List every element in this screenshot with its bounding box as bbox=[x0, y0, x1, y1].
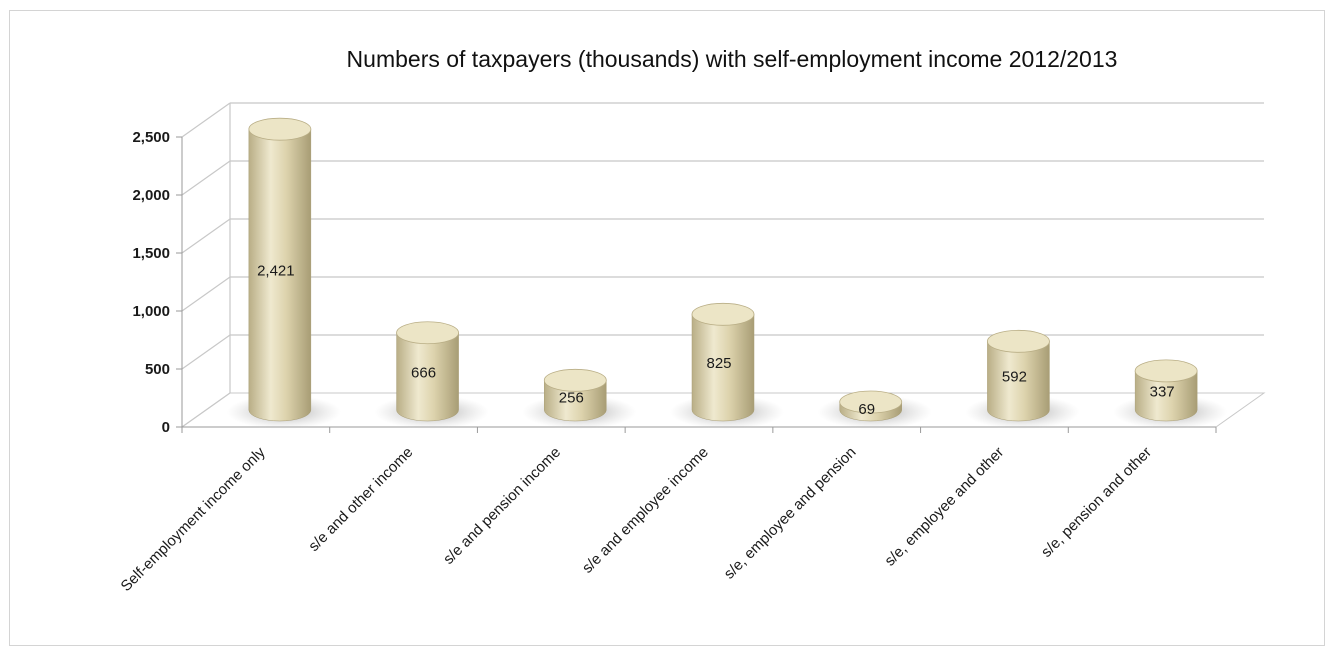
gridline-side bbox=[181, 276, 231, 312]
bar-top bbox=[543, 368, 607, 392]
y-tick-label: 1,500 bbox=[132, 245, 170, 262]
data-label: 592 bbox=[1002, 369, 1027, 386]
bar-top bbox=[987, 329, 1050, 353]
bar bbox=[817, 390, 932, 429]
bar bbox=[965, 329, 1080, 429]
bar-body bbox=[248, 128, 312, 422]
chart-frame: Numbers of taxpayers (thousands) with se… bbox=[9, 10, 1325, 646]
chart-svg: Numbers of taxpayers (thousands) with se… bbox=[118, 46, 1266, 595]
bar-top bbox=[1134, 359, 1198, 383]
y-tick-label: 0 bbox=[162, 419, 170, 436]
bar-layer bbox=[226, 117, 1228, 429]
bar bbox=[1113, 359, 1228, 429]
y-tick-label: 2,000 bbox=[132, 187, 170, 204]
bar bbox=[522, 368, 637, 429]
y-tick-label: 1,000 bbox=[132, 303, 170, 320]
data-label: 2,421 bbox=[257, 263, 295, 280]
y-tick-label: 2,500 bbox=[132, 129, 170, 146]
category-label: s/e and other income bbox=[305, 444, 416, 555]
data-label: 666 bbox=[411, 364, 436, 381]
gridline-side bbox=[181, 160, 231, 196]
category-label: s/e, employee and pension bbox=[721, 444, 860, 583]
bar-body bbox=[691, 314, 755, 422]
bar-body bbox=[1134, 370, 1198, 422]
bar bbox=[226, 117, 341, 429]
bar bbox=[670, 302, 784, 429]
bar-body bbox=[544, 380, 607, 422]
bar bbox=[374, 321, 489, 429]
category-label: s/e and pension income bbox=[440, 444, 564, 568]
category-label: Self-employment income only bbox=[118, 443, 269, 594]
gridline-side bbox=[181, 102, 231, 138]
gridline-side bbox=[181, 392, 231, 428]
y-tick-label: 500 bbox=[145, 361, 170, 378]
data-label: 337 bbox=[1150, 383, 1175, 400]
bar-top bbox=[396, 321, 459, 345]
data-label: 256 bbox=[559, 389, 584, 406]
bar-top bbox=[839, 390, 903, 414]
chart-title: Numbers of taxpayers (thousands) with se… bbox=[347, 46, 1118, 72]
bar-top bbox=[691, 302, 755, 326]
gridline-side bbox=[181, 334, 231, 370]
category-label: s/e, pension and other bbox=[1038, 444, 1155, 561]
category-label: s/e and employee income bbox=[579, 444, 712, 577]
bar-top bbox=[248, 117, 312, 141]
bar-body bbox=[987, 341, 1050, 422]
gridline-side bbox=[181, 218, 231, 254]
bar-body bbox=[396, 332, 459, 422]
data-label: 69 bbox=[858, 401, 875, 418]
category-label: s/e, employee and other bbox=[881, 444, 1007, 570]
data-label: 825 bbox=[706, 355, 731, 372]
